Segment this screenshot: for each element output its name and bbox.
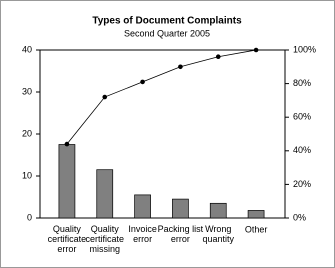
y2-tick-label: 40% bbox=[293, 145, 311, 155]
chart-subtitle: Second Quarter 2005 bbox=[124, 28, 210, 38]
x-tick-label: Wrong quantity bbox=[202, 224, 234, 244]
y-tick-label: 0 bbox=[27, 212, 32, 222]
y-tick-label: 20 bbox=[22, 128, 32, 138]
line-marker bbox=[178, 64, 183, 70]
y2-tick-label: 80% bbox=[293, 78, 311, 88]
line-marker bbox=[64, 141, 70, 147]
bar bbox=[96, 169, 114, 219]
cumulative-line bbox=[66, 49, 257, 145]
bar bbox=[247, 210, 265, 219]
y2-tick-label: 20% bbox=[293, 179, 311, 189]
bar bbox=[209, 202, 227, 219]
x-tick-label: Packing list error bbox=[158, 224, 204, 244]
y-tick-label: 30 bbox=[22, 86, 32, 96]
bar bbox=[134, 194, 151, 219]
y2-tick-label: 0% bbox=[293, 212, 306, 222]
line-marker bbox=[253, 47, 259, 53]
y2-tick-label: 60% bbox=[293, 112, 311, 122]
bar bbox=[58, 144, 76, 219]
line-marker bbox=[140, 79, 145, 85]
y2-tick-label: 100% bbox=[293, 44, 316, 54]
line-marker bbox=[215, 54, 221, 60]
y-tick-label: 40 bbox=[22, 44, 32, 54]
x-tick-label: Other bbox=[245, 224, 268, 234]
chart-title: Types of Document Complaints bbox=[92, 16, 242, 27]
x-tick-label: Invoice error bbox=[128, 224, 157, 244]
bar bbox=[172, 198, 189, 219]
x-tick-label: Quality certificate missing bbox=[85, 224, 124, 254]
line-marker bbox=[102, 94, 108, 100]
x-tick-label: Quality certificate error bbox=[48, 224, 87, 254]
y-tick-label: 10 bbox=[22, 170, 32, 180]
